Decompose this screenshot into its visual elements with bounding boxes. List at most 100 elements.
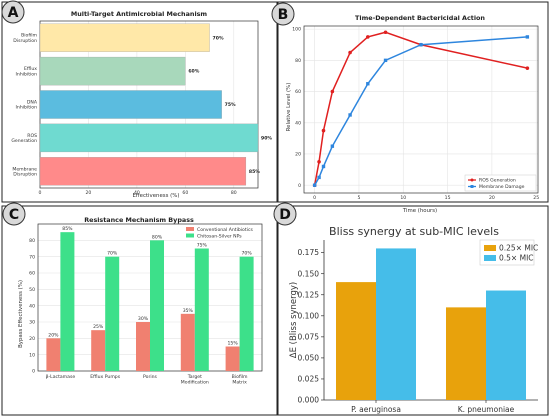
panel-c-category-label: Biofilm	[232, 374, 248, 380]
svg-text:A: A	[8, 5, 19, 21]
panel-b-xtick: 25	[533, 195, 539, 201]
panel-d-bar	[376, 248, 416, 400]
panel-a-value-label: 70%	[213, 35, 224, 41]
panel-d-ylabel: ΔE (Bliss synergy)	[289, 282, 299, 358]
panel-a-xlabel: Effectiveness (%)	[133, 193, 180, 199]
panel-c-value-label: 70%	[107, 251, 118, 257]
panel-b-point	[321, 164, 326, 169]
panel-b-point	[383, 58, 388, 63]
panel-a-category-label: Membrane	[12, 166, 37, 172]
panel-c-legend-swatch	[186, 227, 194, 231]
panel-d-ytick: 0.100	[298, 311, 320, 320]
panel-d-legend-swatch	[484, 255, 496, 261]
panel-a-value-label: 85%	[249, 169, 260, 175]
panel-b-legend-label: ROS Generation	[479, 178, 516, 184]
panel-d-ytick: 0.175	[298, 248, 320, 257]
panel-b-xtick: 0	[313, 195, 316, 201]
panel-b-point	[312, 183, 317, 187]
panel-b-xtick: 20	[489, 195, 495, 201]
panel-c-bar	[225, 346, 240, 371]
panel-c-value-label: 35%	[183, 308, 194, 314]
panel-b-ylabel: Relative Level (%)	[286, 83, 292, 132]
panel-c-ytick: 0	[32, 369, 35, 375]
panel-b-plot: 0 5 10 15 20 25 0 20 40 60 80 100 ROS GenerationMemb…	[292, 25, 539, 201]
panel-c-value-label: 80%	[152, 234, 163, 240]
panel-b-point	[525, 66, 530, 70]
panel-c-category-label: Modification	[181, 379, 209, 385]
panel-c-legend-label: Conventional Antibiotics	[197, 227, 253, 233]
panel-a-xtick: 20	[86, 190, 92, 196]
panel-c-bar	[91, 330, 106, 371]
svg-text:C: C	[9, 207, 19, 223]
panel-c-bar	[105, 256, 120, 371]
panel-c-bar	[239, 256, 254, 371]
panel-d-category-label: K. pneumoniae	[458, 405, 515, 414]
panel-c-ytick: 50	[29, 287, 35, 293]
panel-b-xtick: 15	[445, 195, 451, 201]
panel-d-bar	[446, 307, 486, 400]
panel-c-plot: 0 10 20 30 40 50 60 70 80 20% 85% β-Lactamase 25% 70%…	[29, 223, 263, 385]
panel-c-value-label: 15%	[227, 341, 238, 347]
panel-a-category-label: Generation	[11, 138, 37, 144]
panel-a-bar	[39, 23, 210, 52]
panel-c-bar	[150, 240, 164, 371]
panel-c-title: Resistance Mechanism Bypass	[84, 216, 194, 224]
panel-a-category-label: Efflux	[24, 66, 37, 72]
panel-a-category-label: Disruption	[13, 38, 37, 44]
panel-a-value-label: 90%	[261, 136, 272, 142]
panel-c-ytick: 10	[29, 352, 35, 358]
panel-d-ytick: 0.050	[298, 353, 320, 362]
panel-c-bar	[136, 322, 150, 371]
panel-c-ytick: 80	[29, 238, 35, 244]
panel-b-point	[348, 50, 352, 55]
panel-a-plot: 0 20 40 60 8085%MembraneDisruption90%ROSGene…	[11, 20, 272, 196]
panel-a-value-label: 60%	[188, 69, 199, 75]
panel-c-value-label: 70%	[241, 251, 252, 257]
panel-b-ytick: 60	[295, 89, 301, 95]
badge-c: C	[2, 202, 26, 226]
badge-d: D	[273, 202, 297, 226]
panel-c-legend-label: Chitosan-Silver NPs	[197, 233, 242, 239]
panel-b-legend-label: Membrane Damage	[479, 184, 525, 190]
panel-b-ytick: 80	[295, 58, 301, 64]
panel-b-ytick: 40	[295, 120, 301, 126]
panel-c-category-label: Target	[187, 374, 202, 380]
panel-d-ytick: 0.000	[298, 396, 320, 405]
panel-c-category-label: Porins	[143, 374, 157, 380]
panel-d-title: Bliss synergy at sub-MIC levels	[329, 225, 499, 238]
panel-b-xtick: 10	[400, 195, 406, 201]
panel-c-ytick: 40	[29, 303, 35, 309]
panel-b-point	[419, 43, 423, 47]
panel-c-bar	[180, 313, 195, 371]
panel-a-value-label: 75%	[225, 102, 236, 108]
panel-b-ytick: 0	[298, 183, 301, 189]
panel-c-value-label: 20%	[48, 332, 59, 338]
panel-d-bar	[336, 282, 376, 400]
panel-b-legend-box	[464, 174, 537, 192]
panel-b-point	[525, 35, 530, 39]
badge-a: A	[1, 0, 25, 24]
panel-a-bar	[39, 56, 186, 86]
panel-c-value-label: 25%	[93, 324, 104, 330]
panel-c-bar	[194, 248, 209, 371]
panel-b-point	[321, 128, 326, 133]
panel-c-ytick: 60	[29, 271, 35, 277]
panel-b-point	[330, 144, 335, 148]
panel-b-xlabel: Time (hours)	[402, 208, 437, 214]
panel-a-bar	[39, 90, 222, 119]
panel-b-point	[366, 35, 370, 39]
panel-b-point	[330, 89, 335, 94]
panel-b-axes	[303, 25, 539, 194]
panel-a-category-label: DNA	[27, 100, 38, 106]
panel-c-bar	[60, 232, 75, 371]
panel-a-category-label: ROS	[27, 133, 37, 139]
panel-d-ytick: 0.125	[298, 290, 320, 299]
panel-d-plot: 0.000 0.025 0.050 0.075 0.100 0.125 0.150 0.175…	[298, 239, 538, 414]
panel-b-frame	[277, 1, 549, 203]
panel-c-ytick: 30	[29, 320, 35, 326]
panel-b-legend-marker	[470, 185, 474, 188]
panel-b-title: Time-Dependent Bactericidal Action	[355, 14, 485, 22]
panel-b-point	[383, 30, 388, 35]
panel-c-ytick: 20	[29, 336, 35, 342]
